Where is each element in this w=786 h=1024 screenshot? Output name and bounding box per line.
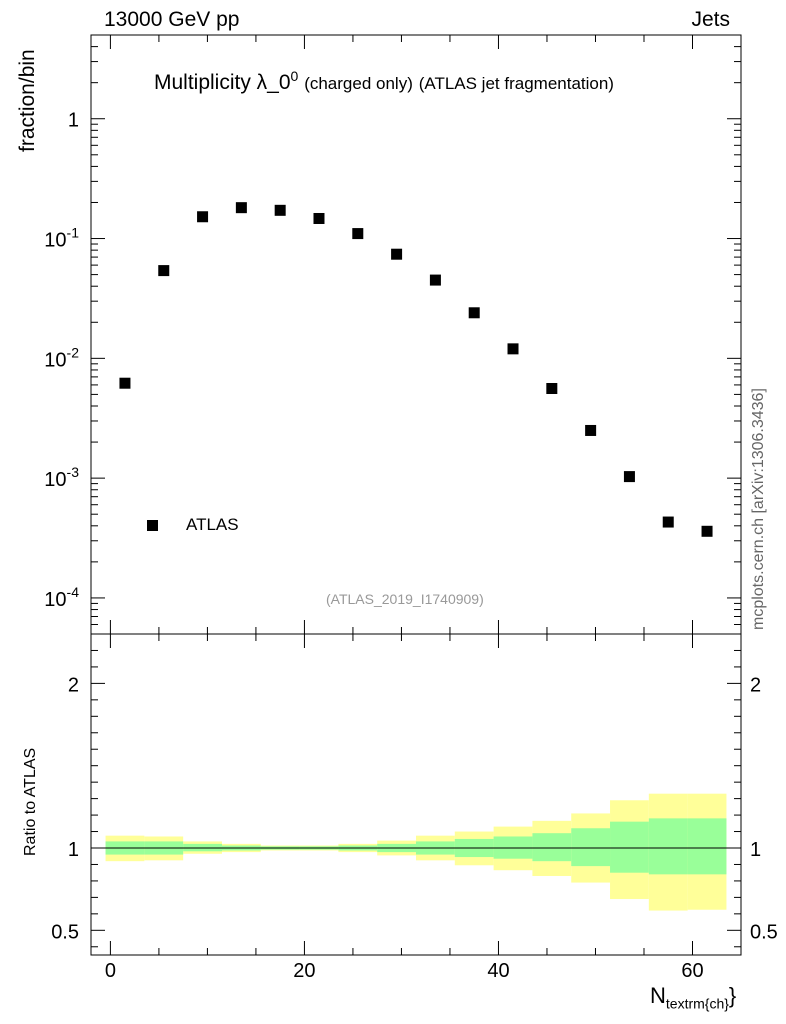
data-point [158, 265, 170, 277]
data-point [197, 211, 209, 223]
title-main: Multiplicity λ_0 [154, 71, 291, 94]
y-tick-label: 10-2 [44, 344, 79, 371]
data-point [274, 204, 286, 216]
ratio-inner-band-bin [648, 818, 688, 875]
data-point [701, 525, 713, 537]
y-tick-label-base: 10 [44, 349, 66, 371]
x-tick-label: 40 [487, 960, 509, 982]
ratio-y-tick-label-right: 2 [750, 674, 761, 696]
data-point [119, 377, 131, 389]
y-tick-label-exponent: -3 [67, 464, 80, 480]
data-point [662, 516, 674, 528]
x-axis-label-close: } [728, 983, 737, 1008]
ratio-y-tick-label-right: 0.5 [750, 921, 778, 943]
axis-ticks [91, 34, 741, 955]
ratio-inner-band-bin [532, 833, 572, 862]
energy-label: 13000 GeV pp [104, 8, 240, 31]
data-point [585, 424, 597, 436]
legend-marker [147, 520, 158, 531]
main-panel-frame [90, 34, 742, 635]
y-tick-label-exponent: -1 [67, 225, 80, 241]
title-superscript: 0 [290, 68, 299, 84]
ratio-panel-frame [90, 633, 742, 956]
group-label: Jets [691, 8, 730, 31]
side-credit: mcplots.cern.ch [arXiv:1306.3436] [750, 388, 767, 630]
data-point [352, 228, 364, 240]
x-axis-label-main: N [650, 983, 666, 1008]
y-tick-label: 10-4 [44, 584, 79, 611]
data-point [507, 343, 519, 355]
ratio-inner-band-bin [571, 828, 611, 867]
data-point [546, 383, 558, 395]
y-tick-label-base: 10 [44, 469, 66, 491]
y-tick-label: 10-3 [44, 464, 79, 491]
legend-label: ATLAS [186, 515, 239, 534]
x-axis-label: Ntextrm{ch}} [650, 983, 736, 1011]
data-point [391, 248, 403, 260]
y-tick-label-base: 10 [44, 589, 66, 611]
ratio-inner-band-bin [610, 821, 649, 873]
ratio-y-tick-label-right: 1 [750, 839, 761, 861]
ratio-y-axis-label: Ratio to ATLAS [22, 747, 39, 856]
ratio-y-tick-label-left: 1 [68, 839, 79, 861]
y-tick-label-exponent: -2 [67, 344, 80, 360]
plot-title: Multiplicity λ_00 (charged only) (ATLAS … [154, 68, 614, 95]
y-tick-label: 10-1 [44, 225, 79, 252]
data-point [468, 307, 480, 319]
x-tick-label: 60 [681, 960, 703, 982]
y-tick-label-base: 10 [44, 230, 66, 252]
y-tick-label: 1 [68, 110, 79, 132]
x-tick-label: 0 [105, 960, 116, 982]
y-tick-label-exponent: -4 [67, 584, 80, 600]
data-points [119, 202, 713, 537]
x-axis-label-sub: textrm{ch} [665, 995, 729, 1012]
ratio-y-tick-label-left: 2 [68, 674, 79, 696]
ratio-bands [105, 793, 727, 911]
title-sub2: (ATLAS jet fragmentation) [418, 74, 614, 93]
data-point [623, 471, 635, 483]
x-tick-label: 20 [293, 960, 315, 982]
data-point [429, 274, 441, 286]
top-y-axis-label: fraction/bin [16, 49, 39, 152]
ratio-y-tick-label-left: 0.5 [51, 921, 79, 943]
ratio-inner-band-bin [687, 818, 727, 875]
analysis-id: (ATLAS_2019_I1740909) [326, 591, 484, 607]
title-sub1: (charged only) [304, 74, 413, 93]
plot-frames [90, 34, 742, 956]
data-point [313, 212, 325, 224]
data-point [235, 202, 247, 214]
